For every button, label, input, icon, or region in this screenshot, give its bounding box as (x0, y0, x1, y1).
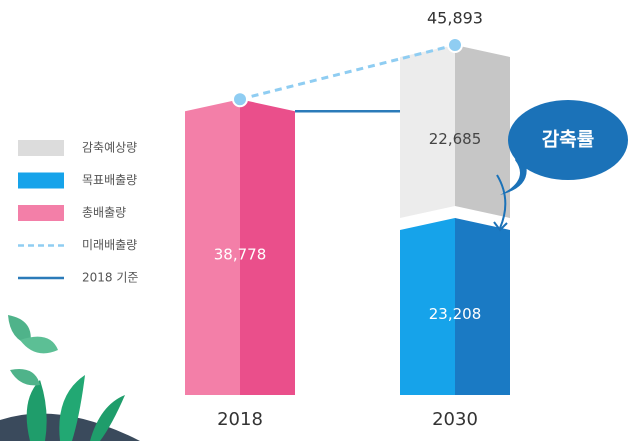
line-marker (448, 38, 462, 52)
x-tick-label: 2030 (432, 409, 478, 430)
chart: 38,778 23,208 22,685 45,893 2018 2030 감축예상량목표배… (0, 0, 631, 441)
legend-swatch (18, 140, 64, 156)
decoration-leaves (0, 315, 140, 441)
line-marker (233, 92, 247, 106)
legend-label: 목표배출량 (82, 173, 137, 187)
x-tick-label: 2018 (217, 409, 263, 430)
legend-label: 감축예상량 (82, 141, 137, 155)
value-label: 38,778 (214, 246, 267, 264)
page: 38,778 23,208 22,685 45,893 2018 2030 감축예상량목표배… (0, 0, 631, 441)
legend-swatch (18, 205, 64, 221)
callout: 감축률 (494, 100, 628, 230)
legend-label: 총배출량 (82, 206, 126, 220)
callout-text: 감축률 (542, 129, 594, 151)
value-label: 45,893 (427, 9, 483, 28)
value-label: 23,208 (429, 305, 482, 323)
legend-swatch (18, 173, 64, 189)
legend-label: 2018 기준 (82, 271, 138, 285)
value-label: 22,685 (429, 130, 482, 148)
legend-label: 미래배출량 (82, 238, 137, 252)
